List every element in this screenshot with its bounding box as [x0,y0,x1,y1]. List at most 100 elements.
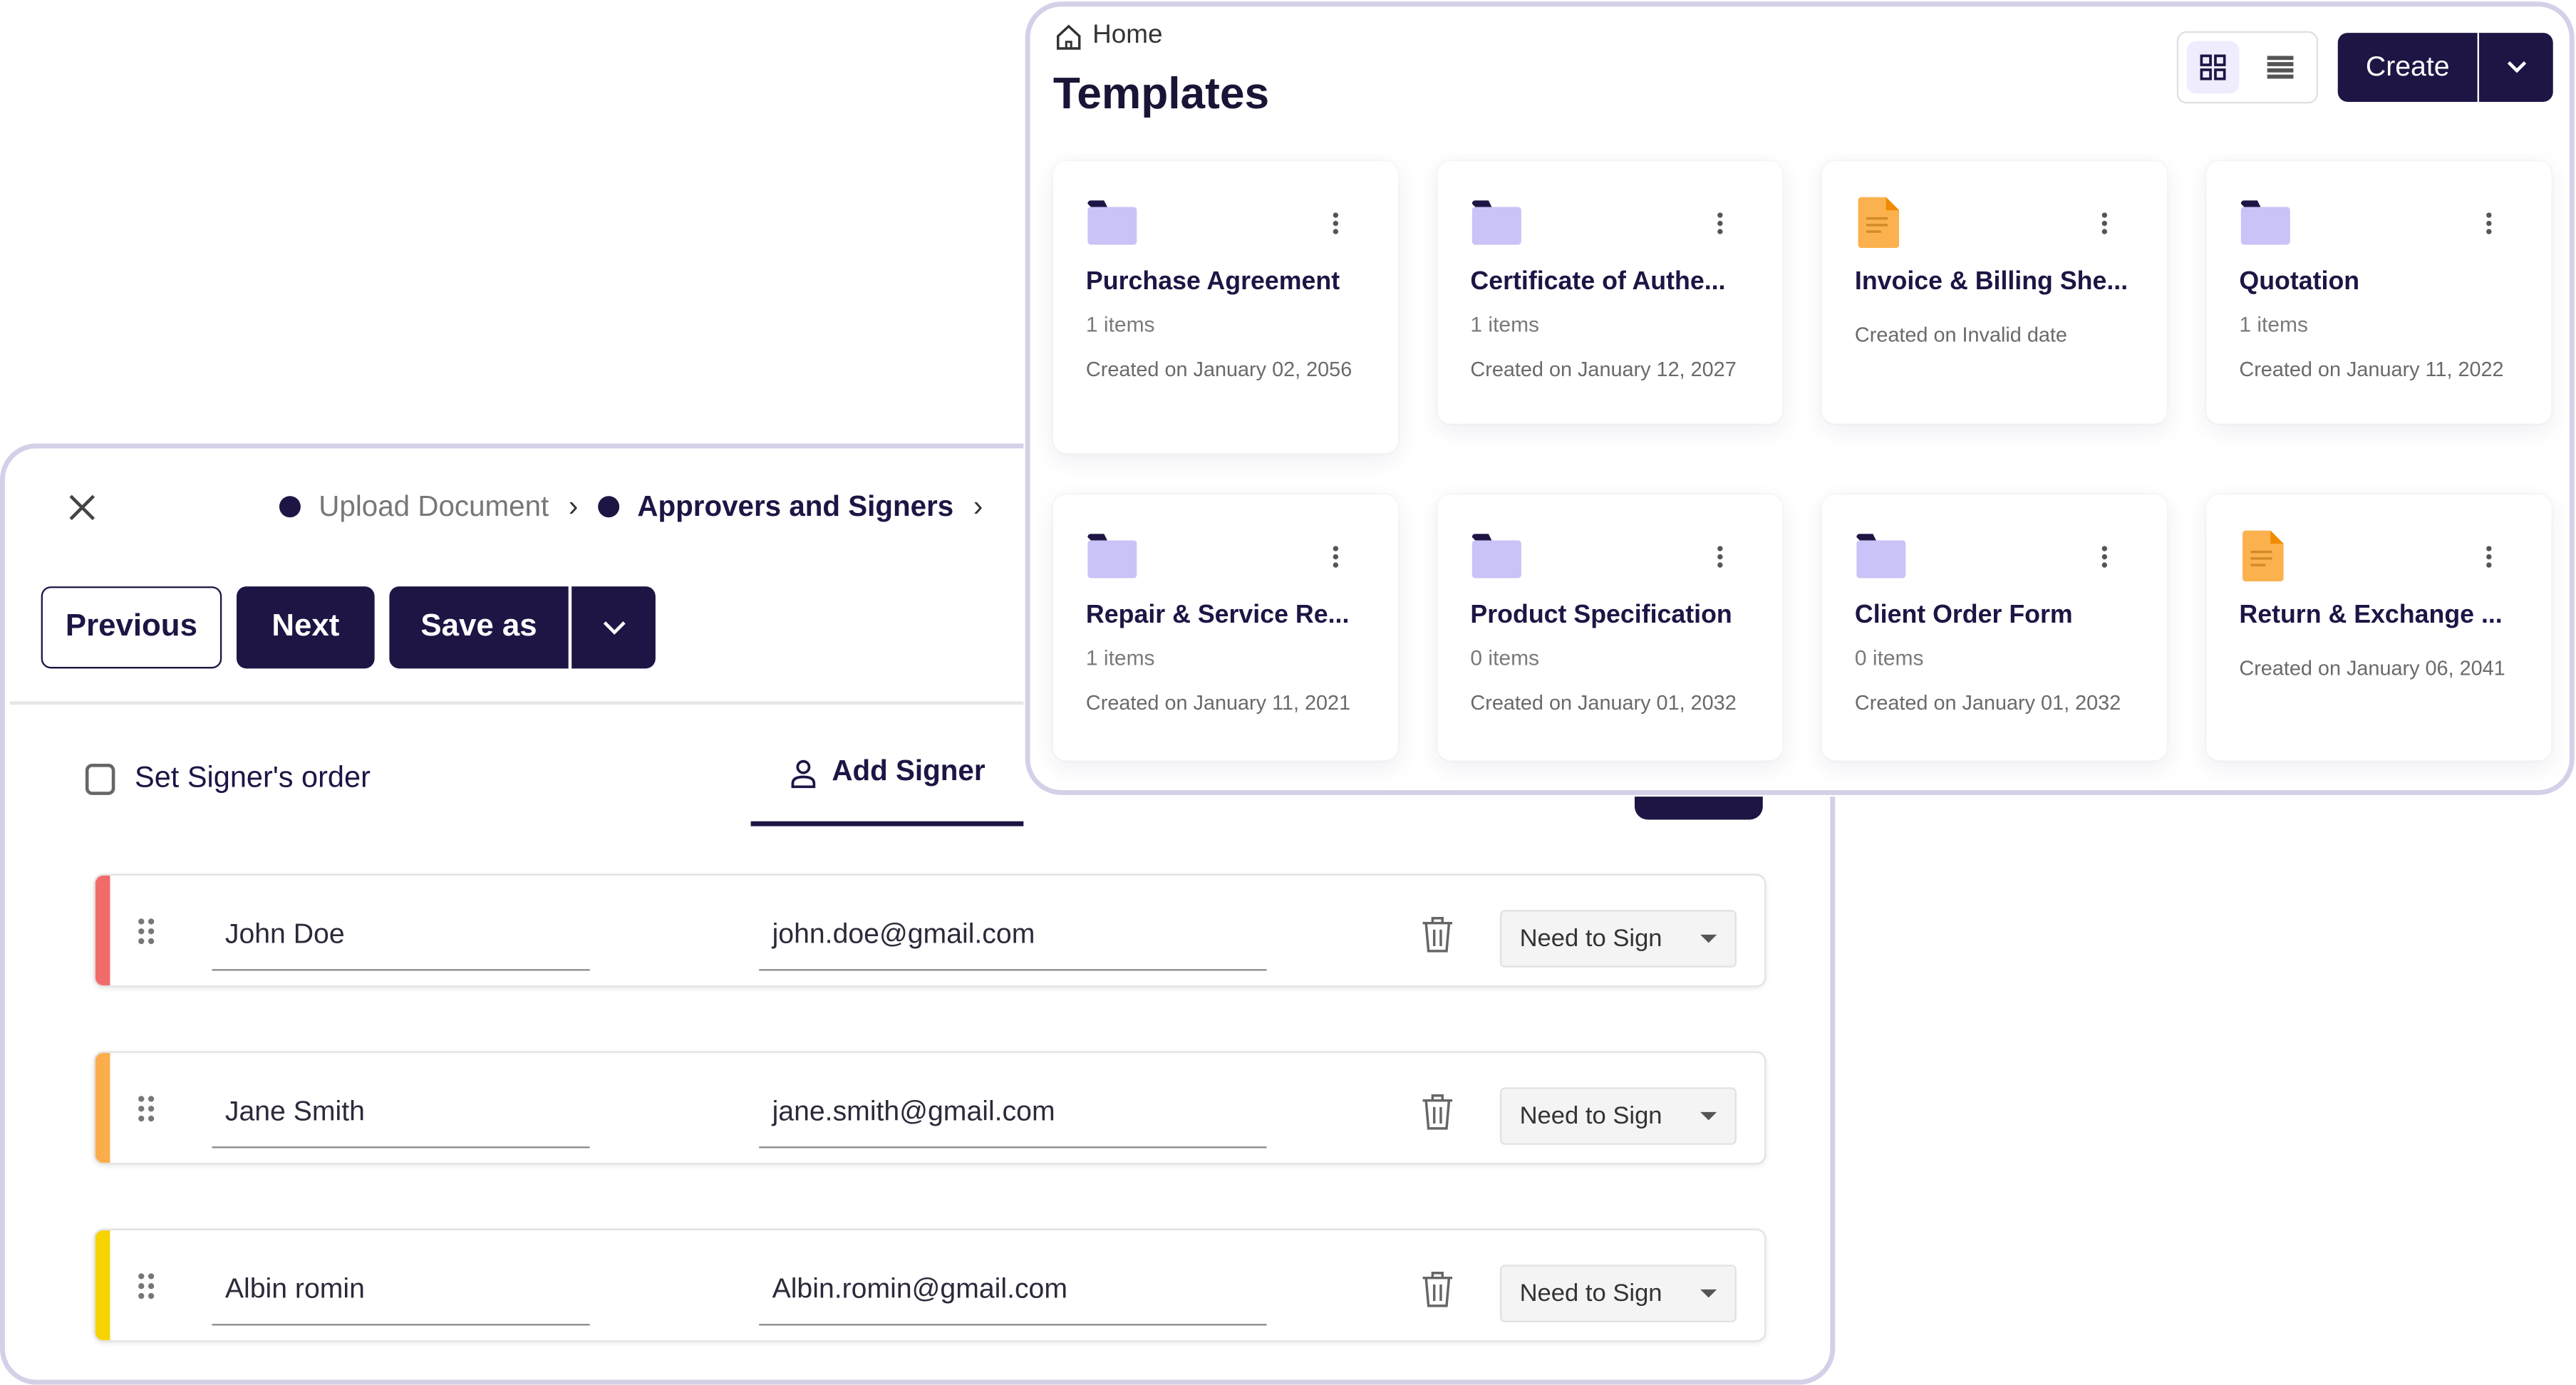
signer-role-select[interactable]: Need to Sign [1499,1087,1737,1145]
signer-role-value: Need to Sign [1519,924,1662,953]
template-created-date: Created on January 11, 2021 [1085,691,1351,715]
more-options-icon[interactable] [2486,212,2492,234]
folder-icon [1087,200,1137,245]
chevron-right-icon: › [973,489,983,523]
template-title: Product Specification [1470,601,1732,630]
home-breadcrumb[interactable]: Home [1055,21,1163,51]
more-options-icon[interactable] [2486,545,2492,568]
step-approvers-signers[interactable]: Approvers and Signers [637,489,954,523]
signer-email-input[interactable]: john.doe@gmail.com [759,908,1267,971]
add-signer-tab[interactable]: Add Signer [750,744,1024,826]
step-dot [279,496,301,518]
template-title: Quotation [2239,267,2360,296]
create-dropdown-button[interactable] [2477,33,2553,102]
drag-handle-icon[interactable] [138,1273,155,1300]
template-item-count: 1 items [1470,312,1540,337]
template-item-count: 0 items [1854,645,1924,670]
signer-email-input[interactable]: Albin.romin@gmail.com [759,1263,1267,1326]
template-card[interactable]: Invoice & Billing She... Created on Inva… [1821,160,2167,424]
template-created-date: Created on Invalid date [1854,323,2067,347]
document-icon [2243,530,2284,582]
folder-icon [2240,200,2290,245]
caret-down-icon [1700,1289,1717,1298]
document-icon [1858,197,1900,249]
more-options-icon[interactable] [2101,212,2108,234]
template-created-date: Created on January 06, 2041 [2239,657,2505,680]
home-icon [1057,24,1081,49]
user-icon [792,759,816,789]
template-title: Certificate of Authe... [1470,267,1726,296]
next-button[interactable]: Next [236,586,375,669]
signer-row: John Doe john.doe@gmail.com Need to Sign [93,873,1767,987]
more-options-icon[interactable] [1717,212,1723,234]
template-title: Purchase Agreement [1085,267,1340,296]
caret-down-icon [1700,934,1717,943]
signer-color-bar [95,1230,110,1341]
template-item-count: 1 items [1085,645,1155,670]
template-card[interactable]: Product Specification 0 items Created on… [1437,494,1783,761]
list-view-button[interactable] [2254,41,2307,94]
more-options-icon[interactable] [1333,545,1339,568]
chevron-down-icon [2506,61,2526,73]
list-icon [2267,56,2294,79]
save-as-button[interactable]: Save as [389,586,569,669]
create-button[interactable]: Create [2337,33,2478,102]
trash-icon[interactable] [1419,1270,1456,1309]
folder-icon [1087,534,1137,579]
signer-name-input[interactable]: Jane Smith [212,1086,590,1148]
folder-icon [1471,200,1521,245]
chevron-down-icon [602,621,625,634]
breadcrumb: Upload Document › Approvers and Signers … [279,489,983,524]
template-card[interactable]: Return & Exchange ... Created on January… [2206,494,2552,761]
template-item-count: 1 items [1085,312,1155,337]
set-order-checkbox[interactable] [85,764,115,795]
divider [9,701,1025,705]
view-toggle [2176,31,2319,104]
previous-button[interactable]: Previous [41,586,222,669]
more-options-icon[interactable] [1717,545,1723,568]
template-card[interactable]: Certificate of Authe... 1 items Created … [1437,160,1783,424]
signer-role-select[interactable]: Need to Sign [1499,1265,1737,1322]
template-created-date: Created on January 01, 2032 [1470,691,1737,715]
signer-color-bar [95,1052,110,1163]
template-created-date: Created on January 11, 2022 [2239,358,2504,381]
signer-role-select[interactable]: Need to Sign [1499,910,1737,968]
template-card[interactable]: Purchase Agreement 1 items Created on Ja… [1052,160,1398,454]
folder-icon [1856,534,1906,579]
template-title: Invoice & Billing She... [1854,267,2128,296]
chevron-right-icon: › [568,489,579,523]
save-as-dropdown-button[interactable] [570,586,656,669]
signer-role-value: Need to Sign [1519,1279,1662,1308]
template-title: Client Order Form [1854,601,2073,630]
templates-panel: Home Templates Create Purchase Agreement… [1025,1,2575,795]
trash-icon[interactable] [1419,915,1456,954]
template-created-date: Created on January 12, 2027 [1470,358,1737,381]
template-title: Repair & Service Re... [1085,601,1350,630]
caret-down-icon [1700,1111,1717,1121]
trash-icon[interactable] [1419,1092,1456,1131]
signer-name-input[interactable]: Albin romin [212,1263,590,1326]
add-signer-label: Add Signer [832,754,986,787]
more-options-icon[interactable] [2101,545,2108,568]
signer-name-input[interactable]: John Doe [212,908,590,971]
home-label: Home [1092,21,1163,50]
step-dot [597,496,619,518]
template-card[interactable]: Repair & Service Re... 1 items Created o… [1052,494,1398,761]
grid-view-button[interactable] [2186,41,2240,94]
signer-color-bar [95,875,110,986]
drag-handle-icon[interactable] [138,1096,155,1122]
template-created-date: Created on January 01, 2032 [1854,691,2121,715]
more-options-icon[interactable] [1333,212,1339,234]
signer-email-input[interactable]: jane.smith@gmail.com [759,1086,1267,1148]
drag-handle-icon[interactable] [138,918,155,945]
template-card[interactable]: Quotation 1 items Created on January 11,… [2206,160,2552,424]
signer-row: Jane Smith jane.smith@gmail.com Need to … [93,1051,1767,1165]
close-icon[interactable] [68,493,97,522]
template-title: Return & Exchange ... [2239,601,2503,630]
signer-role-value: Need to Sign [1519,1101,1662,1131]
template-created-date: Created on January 02, 2056 [1085,358,1352,381]
step-upload-document[interactable]: Upload Document [319,489,549,523]
page-title: Templates [1052,68,1270,118]
template-card[interactable]: Client Order Form 0 items Created on Jan… [1821,494,2167,761]
signer-row: Albin romin Albin.romin@gmail.com Need t… [93,1228,1767,1342]
